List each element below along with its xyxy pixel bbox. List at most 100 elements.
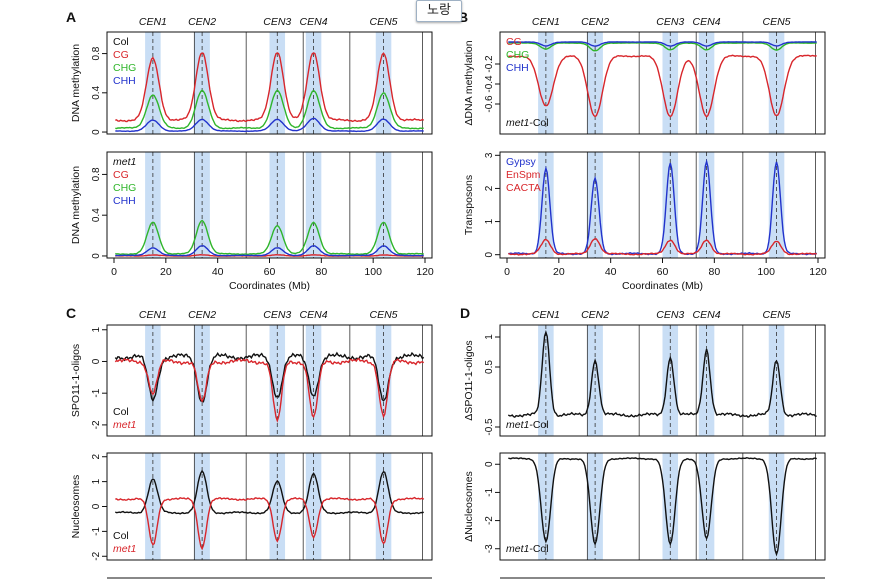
- x-tick-label: 0: [504, 266, 510, 278]
- y-tick-label: -0.4: [484, 75, 495, 93]
- x-tick-label: 20: [160, 266, 172, 278]
- centromere-label: CEN1: [139, 16, 167, 28]
- series-line-met1: [114, 357, 425, 423]
- y-tick-label: -1: [484, 488, 495, 497]
- y-tick-label: -2: [91, 420, 102, 429]
- panel-letter: B: [458, 9, 468, 25]
- x-tick-label: 120: [416, 266, 434, 278]
- panel-frame: [106, 31, 433, 135]
- y-tick-label: -0.2: [484, 55, 495, 73]
- panel-A-bottom: 0 0.4 0.8 DNA methylation 0 20 40 60 80 100 120 Coo…: [70, 151, 434, 292]
- x-tick-label: 100: [364, 266, 382, 278]
- centromere-band: [538, 453, 554, 560]
- y-tick-label: 1: [91, 327, 102, 333]
- panel-frame: [106, 324, 433, 437]
- legend-entry: Col: [113, 406, 129, 418]
- legend-entry: CHG: [113, 182, 136, 194]
- centromere-band: [538, 325, 554, 436]
- x-tick-label: 60: [264, 266, 276, 278]
- centromere-label: CEN1: [532, 16, 560, 28]
- inner-panel-label: met1-Col: [506, 543, 549, 555]
- legend-entry: CHH: [506, 62, 529, 74]
- centromere-label: CEN4: [300, 16, 328, 28]
- legend-entry: CG: [113, 169, 129, 181]
- series-line-chh: [115, 117, 424, 133]
- y-axis-label: DNA methylation: [70, 166, 82, 244]
- centromere-band: [375, 453, 392, 560]
- inner-label-part: -Col: [529, 543, 548, 555]
- centromere-band: [305, 453, 322, 560]
- y-axis-label: Transposons: [463, 175, 475, 235]
- x-axis-label: Coordinates (Mb): [622, 280, 703, 292]
- series-line-chg: [115, 89, 424, 130]
- legend-entry: Col: [113, 36, 129, 48]
- x-tick-label: 40: [212, 266, 224, 278]
- legend-entry: CHH: [113, 75, 136, 87]
- series-line-col: [114, 351, 425, 403]
- panel-A-top: 0 0.4 0.8 DNA methylation CEN1 CEN2 CEN3 CEN4 CE…: [66, 9, 433, 135]
- panel-letter: C: [66, 305, 76, 321]
- panel-frame: [499, 452, 826, 561]
- legend-entry: met1: [113, 543, 136, 555]
- legend-entry: CHG: [113, 62, 136, 74]
- inner-label-part: -Col: [529, 419, 548, 431]
- legend-entry: Col: [113, 530, 129, 542]
- centromere-label: CEN1: [532, 309, 560, 321]
- inner-label-part: met1: [506, 419, 529, 431]
- x-tick-label: 80: [708, 266, 720, 278]
- centromere-label: CEN1: [139, 309, 167, 321]
- y-tick-label: 0.5: [484, 360, 495, 374]
- legend-entry: met1: [113, 419, 136, 431]
- centromere-label: CEN3: [656, 16, 684, 28]
- legend-entry: met1: [113, 156, 136, 168]
- y-tick-label: 0.4: [91, 85, 102, 99]
- y-tick-label: -1: [91, 388, 102, 397]
- panel-B-top: -0.2 -0.4 -0.6 ΔDNA methylation CEN1 CEN2 CEN3…: [458, 9, 826, 135]
- panel-letter: A: [66, 9, 76, 25]
- x-tick-label: 60: [657, 266, 669, 278]
- series-line-enspm: [508, 237, 817, 256]
- legend-entry: CG: [506, 36, 522, 48]
- y-tick-label: 1: [484, 218, 495, 224]
- y-tick-label: 2: [484, 185, 495, 191]
- x-tick-label: 0: [111, 266, 117, 278]
- centromere-label: CEN5: [763, 16, 791, 28]
- floating-popup-label[interactable]: 노랑: [416, 0, 462, 22]
- centromere-band: [587, 325, 603, 436]
- y-tick-label: -0.6: [484, 95, 495, 113]
- panel-D-top: 1 0.5 -0.5 ΔSPO11-1-oligos CEN1 CEN2 CEN3 CEN4 C…: [460, 305, 826, 437]
- legend-entry: CHG: [506, 49, 529, 61]
- series-line-chh: [115, 245, 424, 257]
- series-line-chh: [508, 41, 817, 47]
- y-tick-label: -2: [484, 516, 495, 525]
- y-tick-label: -3: [484, 544, 495, 553]
- centromere-label: CEN5: [370, 309, 398, 321]
- centromere-label: CEN2: [581, 309, 609, 321]
- panel-D-bottom: 0 -1 -2 -3 ΔNucleosomes met1-Col: [463, 452, 826, 561]
- panel-frame: [499, 31, 826, 135]
- y-axis-label: ΔSPO11-1-oligos: [463, 340, 475, 420]
- y-axis-label: ΔNucleosomes: [463, 471, 475, 542]
- y-tick-label: 1: [91, 478, 102, 484]
- x-tick-label: 20: [553, 266, 565, 278]
- centromere-band: [145, 325, 161, 436]
- centromere-label: CEN4: [693, 309, 721, 321]
- panel-letter: D: [460, 305, 470, 321]
- y-axis-label: ΔDNA methylation: [463, 40, 475, 125]
- series-line-cg: [115, 253, 424, 257]
- y-tick-label: 2: [91, 454, 102, 460]
- y-tick-label: 0.8: [91, 167, 102, 181]
- centromere-label: CEN3: [263, 309, 291, 321]
- y-tick-label: 0: [484, 461, 495, 467]
- panel-B-bottom: 0 1 2 3 Transposons 0 20 40 60 80 100 120 Coordinate…: [463, 151, 827, 292]
- centromere-band: [698, 325, 715, 436]
- centromere-label: CEN5: [763, 309, 791, 321]
- centromere-label: CEN2: [188, 16, 216, 28]
- inner-panel-label: met1-Col: [506, 419, 549, 431]
- y-tick-label: 0: [91, 253, 102, 259]
- legend-entry: CHH: [113, 195, 136, 207]
- centromere-label: CEN3: [656, 309, 684, 321]
- inner-panel-label: met1-Col: [506, 117, 549, 129]
